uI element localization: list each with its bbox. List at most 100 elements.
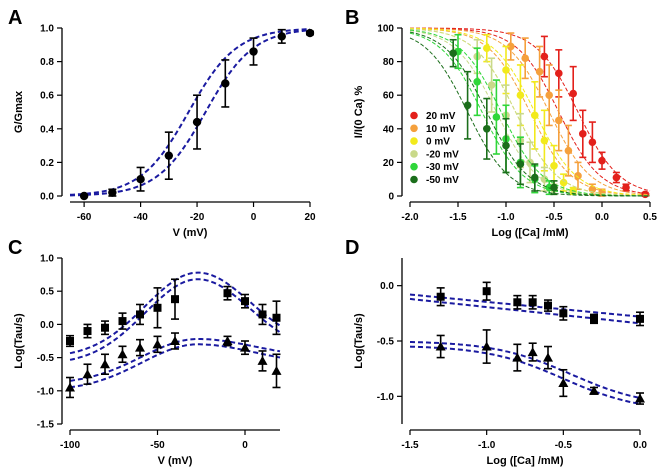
data-point — [558, 378, 569, 388]
fit-curve — [69, 28, 311, 196]
y-tick-label: 0.0 — [380, 281, 394, 292]
fit-curve — [409, 37, 650, 197]
data-point — [555, 116, 563, 125]
y-tick-label: 0.5 — [40, 287, 54, 298]
data-point — [277, 32, 286, 41]
data-point — [569, 89, 577, 98]
data-point — [305, 28, 315, 38]
data-point — [152, 339, 163, 349]
fit-curve — [410, 27, 651, 196]
data-point — [574, 172, 582, 180]
x-tick-label: -50 — [150, 440, 165, 451]
panel-c: C -1.5 -1.0 -0.5 0.0 0.5 1.0 -100 -50 0 V (mV) Log(… — [8, 237, 282, 467]
data-point — [589, 385, 599, 395]
fit-curve — [410, 27, 651, 192]
y-tick-label: 0.8 — [40, 57, 54, 68]
data-point — [527, 347, 538, 357]
x-axis-label: Log ([Ca] /mM) — [492, 227, 569, 239]
y-tick-label: 0.2 — [40, 158, 54, 169]
y-tick-label: 0.6 — [40, 91, 54, 102]
data-point — [136, 175, 145, 184]
panel-letter: A — [8, 7, 22, 29]
panel-letter: D — [345, 237, 359, 259]
y-axis-label: Log(Tau/s) — [13, 313, 25, 369]
y-tick-label: 40 — [383, 124, 395, 135]
legend-marker — [410, 137, 418, 145]
data-point — [258, 310, 267, 319]
data-point — [481, 341, 492, 351]
data-point — [164, 151, 174, 160]
data-point — [482, 287, 491, 296]
x-tick-label: -100 — [60, 440, 80, 451]
data-point — [153, 303, 162, 312]
panel-letter: B — [345, 7, 359, 29]
data-point — [108, 188, 117, 197]
data-point — [543, 352, 553, 362]
x-axis-label: V (mV) — [173, 227, 208, 239]
fit-curve — [409, 28, 651, 196]
data-point — [101, 323, 109, 332]
data-point — [598, 156, 606, 165]
data-point — [483, 125, 491, 133]
data-point — [473, 77, 482, 86]
data-point — [531, 173, 539, 182]
data-point — [487, 81, 496, 89]
data-point — [82, 369, 93, 379]
data-point — [257, 355, 268, 365]
data-point — [272, 313, 281, 322]
data-point — [535, 67, 544, 76]
x-tick-label: 0.0 — [633, 440, 647, 451]
data-point — [579, 130, 587, 138]
data-point — [588, 138, 597, 147]
x-tick-label: -40 — [133, 212, 148, 223]
y-tick-label: -0.5 — [37, 353, 55, 364]
legend-label: -30 mV — [426, 162, 459, 173]
data-point — [83, 327, 92, 336]
x-tick-label: 0.5 — [643, 212, 657, 223]
data-point — [528, 298, 537, 307]
legend-label: 20 mV — [426, 111, 456, 122]
panel-d: D -1.0 -0.5 0.0 -1.5 -1.0 -0.5 0.0 Log ([Ca] /mM… — [345, 237, 647, 467]
legend-marker — [410, 111, 418, 120]
panel-letter: C — [8, 237, 22, 259]
data-point — [635, 393, 645, 403]
data-point — [170, 336, 180, 345]
panel-b: B 0 20 40 60 80 100 -2.0 -1.5 -1.0 -0.5 0.0 0.5 Log (… — [345, 7, 657, 239]
y-axis-label: G/Gmax — [13, 90, 25, 133]
fit-curve — [409, 297, 641, 325]
data-point — [171, 295, 179, 304]
data-point — [222, 336, 233, 345]
x-axis-label: V (mV) — [158, 455, 193, 467]
y-tick-label: 0.0 — [40, 320, 54, 331]
data-point — [249, 47, 258, 56]
y-tick-label: 0.0 — [40, 192, 54, 203]
x-tick-label: -0.5 — [555, 440, 573, 451]
y-tick-label: -1.0 — [377, 392, 395, 403]
fit-curve — [70, 29, 311, 197]
data-point — [590, 314, 598, 323]
data-point — [66, 337, 74, 345]
data-point — [636, 314, 644, 323]
x-tick-label: -1.5 — [449, 212, 467, 223]
data-point — [564, 146, 573, 155]
data-point — [544, 301, 552, 310]
data-point — [612, 173, 621, 182]
data-point — [65, 382, 75, 392]
x-tick-label: 0.0 — [595, 212, 609, 223]
data-point — [436, 292, 445, 301]
y-tick-label: -1.5 — [37, 420, 55, 431]
data-point — [555, 69, 563, 78]
y-axis-label: Log(Tau/s) — [353, 313, 365, 369]
y-tick-label: 100 — [377, 24, 394, 35]
data-point — [118, 317, 127, 326]
data-point — [502, 66, 510, 74]
data-point — [512, 352, 523, 362]
x-tick-label: -1.0 — [478, 440, 496, 451]
y-tick-label: 80 — [383, 57, 395, 68]
legend-label: -20 mV — [426, 149, 459, 160]
data-point — [516, 91, 525, 99]
y-tick-label: -1.0 — [37, 386, 55, 397]
data-point — [240, 342, 250, 352]
x-tick-label: -2.0 — [401, 212, 419, 223]
